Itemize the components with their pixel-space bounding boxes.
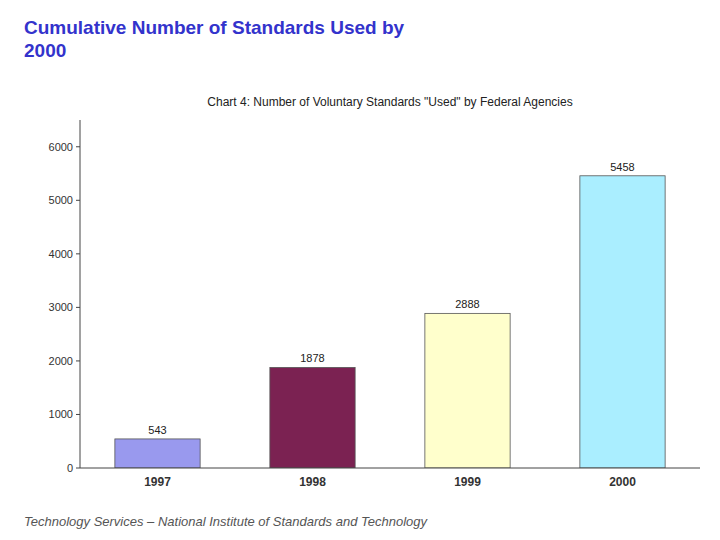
y-tick bbox=[76, 146, 80, 147]
y-tick bbox=[76, 414, 80, 415]
data-label: 5458 bbox=[610, 161, 634, 173]
x-tick-label: 1999 bbox=[454, 475, 481, 489]
bar bbox=[580, 176, 665, 468]
y-tick bbox=[76, 253, 80, 254]
x-tick-label: 1997 bbox=[144, 475, 171, 489]
y-tick-label: 6000 bbox=[49, 141, 73, 153]
y-tick-label: 1000 bbox=[49, 408, 73, 420]
y-tick bbox=[76, 360, 80, 361]
subtitle: Chart 4: Number of Voluntary Standards "… bbox=[207, 95, 572, 109]
x-axis-line bbox=[80, 468, 700, 469]
y-tick-label: 5000 bbox=[49, 194, 73, 206]
chart: Cumulative Number of Standards Used by20… bbox=[0, 0, 720, 540]
y-tick-label: 2000 bbox=[49, 355, 73, 367]
title: Cumulative Number of Standards Used by20… bbox=[24, 17, 405, 61]
data-label: 1878 bbox=[300, 352, 324, 364]
y-tick bbox=[76, 468, 80, 469]
bar bbox=[115, 439, 200, 468]
data-label: 2888 bbox=[455, 298, 479, 310]
x-tick-label: 2000 bbox=[609, 475, 636, 489]
bar bbox=[270, 367, 355, 468]
data-label: 543 bbox=[148, 424, 166, 436]
y-tick-label: 0 bbox=[67, 462, 73, 474]
bars bbox=[115, 176, 665, 468]
bar bbox=[425, 313, 510, 468]
y-tick-label: 3000 bbox=[49, 301, 73, 313]
y-tick bbox=[76, 200, 80, 201]
footer: Technology Services – National Institute… bbox=[24, 514, 429, 529]
y-axis-line bbox=[80, 120, 81, 468]
y-tick-label: 4000 bbox=[49, 248, 73, 260]
y-tick bbox=[76, 307, 80, 308]
x-tick-label: 1998 bbox=[299, 475, 326, 489]
